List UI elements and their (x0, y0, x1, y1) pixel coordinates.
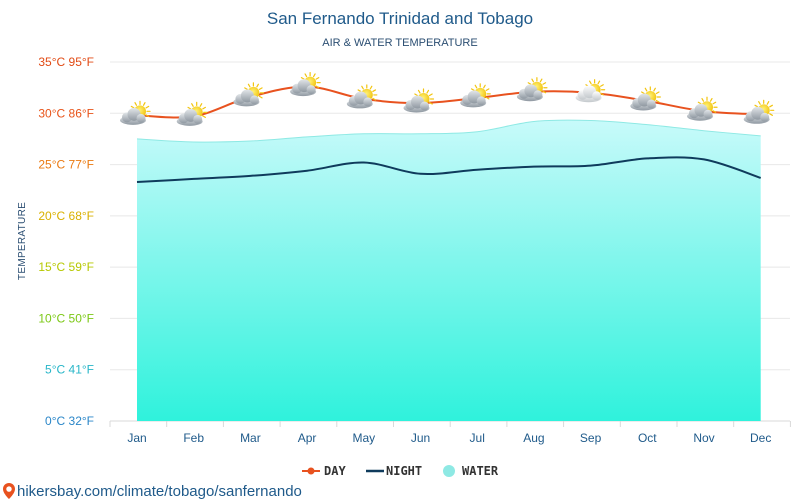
water-area-layer (136, 119, 761, 421)
chart-subtitle: AIR & WATER TEMPERATURE (322, 37, 477, 49)
sun-cloud-icon (176, 101, 208, 126)
sun-cloud-icon (290, 72, 321, 97)
legend-night-label: NIGHT (386, 464, 422, 478)
x-tick-labels: Jan Feb Mar Apr May Jun Jul Aug Sep Oct Nov Dec (127, 431, 771, 445)
location-pin-icon (3, 483, 15, 499)
y-tick-label: 35°C 95°F (38, 55, 94, 69)
y-tick-label: 0°C 32°F (45, 414, 94, 428)
y-tick-label: 25°C 77°F (38, 158, 94, 172)
y-tick-labels: 35°C 95°F 30°C 86°F 25°C 77°F 20°C 68°F 15°C… (38, 55, 94, 428)
x-tick-label: May (352, 431, 375, 445)
sun-cloud-icon (346, 84, 378, 109)
sun-cloud-icon (233, 82, 264, 107)
water-area (137, 120, 761, 421)
x-tick-label: Mar (240, 431, 261, 445)
sun-cloud-icon (743, 99, 775, 124)
legend-item-water[interactable]: WATER (443, 464, 499, 478)
sun-cloud-icon (516, 77, 548, 102)
sun-cloud-icon (630, 86, 661, 111)
footer-link[interactable]: hikersbay.com/climate/tobago/sanfernando (3, 483, 302, 500)
y-axis-label: TEMPERATURE (17, 202, 28, 280)
footer-url: hikersbay.com/climate/tobago/sanfernando (17, 483, 302, 500)
x-tick-label: Nov (693, 431, 714, 445)
legend-day-marker (307, 467, 315, 475)
legend-day-label: DAY (324, 464, 346, 478)
cloud-sun-pale-icon (575, 79, 606, 103)
chart-title: San Fernando Trinidad and Tobago (267, 9, 533, 28)
sun-cloud-icon (120, 100, 151, 125)
y-tick-label: 10°C 50°F (38, 311, 94, 325)
y-tick-label: 20°C 68°F (38, 209, 94, 223)
x-tick-label: Aug (523, 431, 544, 445)
x-tick-label: Apr (298, 431, 317, 445)
legend-water-label: WATER (462, 464, 499, 478)
legend-item-night[interactable]: NIGHT (366, 464, 422, 478)
night-line (136, 156, 762, 183)
legend-water-swatch (443, 465, 455, 477)
y-tick-label: 5°C 41°F (45, 363, 94, 377)
x-tick-label: Jul (470, 431, 485, 445)
x-tick-label: Jun (411, 431, 430, 445)
sun-cloud-icon (687, 96, 718, 121)
x-tick-label: Oct (638, 431, 657, 445)
legend-item-day[interactable]: DAY (302, 464, 346, 478)
sun-cloud-icon (460, 83, 491, 108)
y-tick-label: 15°C 59°F (38, 260, 94, 274)
x-tick-label: Jan (127, 431, 146, 445)
water-line (136, 119, 761, 143)
x-tick-label: Sep (580, 431, 602, 445)
night-series-layer (136, 156, 762, 183)
legend: DAY NIGHT WATER (302, 464, 499, 478)
weather-icons (120, 72, 775, 126)
x-tick-label: Dec (750, 431, 771, 445)
sun-cloud-icon (403, 88, 435, 113)
y-tick-label: 30°C 86°F (38, 106, 94, 120)
x-tick-label: Feb (183, 431, 204, 445)
